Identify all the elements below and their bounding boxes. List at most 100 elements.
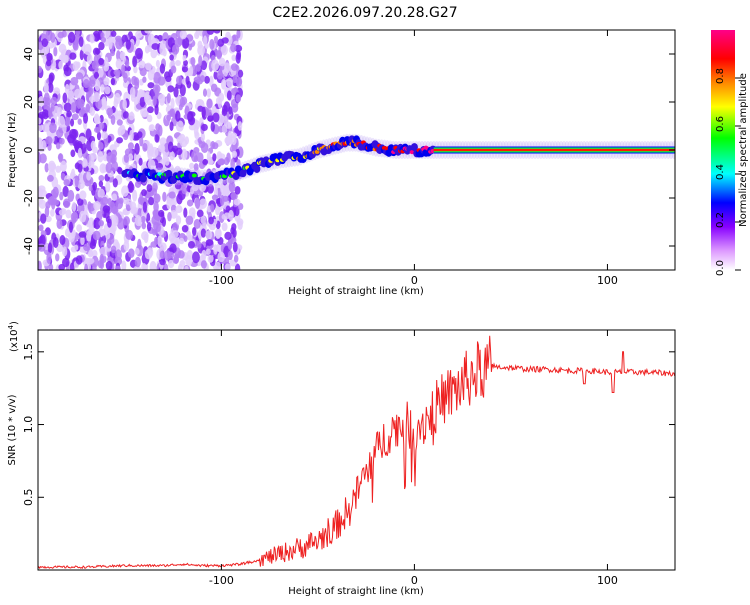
spectrogram-noise-blob	[200, 132, 206, 142]
spectrogram-noise-blob	[38, 123, 44, 132]
spectrogram-noise-blob	[93, 71, 100, 79]
spectrogram-noise-blob	[113, 69, 121, 76]
spectrogram-noise-blob	[44, 162, 49, 173]
spectrogram-noise-blob	[173, 86, 179, 98]
spectrogram-noise-blob	[39, 153, 47, 164]
spectrogram-noise-blob	[236, 77, 242, 87]
spectrogram-noise-blob	[93, 127, 101, 134]
exponent-base: (x10	[9, 329, 20, 352]
spectrogram-noise-blob	[144, 93, 149, 104]
spectrogram-noise-blob	[235, 94, 242, 103]
spectrogram-noise-blob	[112, 178, 118, 188]
spectrogram-noise-blob	[69, 262, 75, 270]
spectrogram-noise-blob	[101, 131, 108, 140]
spectrogram-noise-blob	[113, 98, 119, 109]
spectrogram-noise-blob	[194, 197, 201, 210]
spectrogram-noise-blob	[43, 82, 49, 94]
spectrogram-noise-blob	[200, 123, 208, 132]
spectrogram-noise-blob	[205, 239, 214, 246]
spectrogram-noise-blob	[70, 211, 79, 223]
spectrogram-noise-blob	[206, 156, 214, 165]
spectrogram-noise-blob	[63, 102, 72, 112]
spectrogram-noise-blob	[97, 188, 105, 199]
spectrogram-noise-blob	[115, 249, 122, 261]
spectrogram-ytick-label: 0	[22, 147, 35, 154]
spectrogram-noise-blob	[226, 77, 234, 88]
spectrogram-noise-blob	[128, 153, 134, 162]
spectrogram-noise-blob	[147, 69, 155, 81]
spectrogram-noise-blob	[182, 37, 190, 49]
spectrogram-noise-blob	[83, 243, 90, 252]
spectrogram-noise-blob	[67, 31, 76, 44]
spectrogram-noise-blob	[63, 66, 72, 77]
spectrogram-noise-blob	[153, 193, 161, 204]
spectrogram-noise-blob	[169, 243, 177, 254]
spectrogram-noise-blob	[237, 69, 244, 78]
spectrogram-noise-blob	[110, 78, 116, 86]
spectrogram-noise-blob	[59, 191, 64, 201]
spectrogram-noise-blob	[234, 263, 241, 270]
spectrogram-noise-blob	[123, 216, 130, 226]
spectrogram-noise-blob	[137, 238, 142, 251]
spectrogram-noise-blob	[142, 76, 147, 83]
spectrogram-noise-blob	[142, 201, 148, 213]
spectrogram-noise-blob	[213, 30, 221, 34]
spectrogram-noise-blob	[141, 263, 147, 270]
spectrogram-stripe-core	[433, 148, 675, 152]
spectrogram-noise-blob	[198, 55, 203, 67]
spectrogram-noise-blob	[49, 195, 57, 206]
spectrogram-noise-blob	[167, 141, 174, 153]
spectrogram-noise-blob	[159, 250, 166, 260]
spectrogram-noise-blob	[125, 229, 134, 240]
spectrogram-noise-blob	[223, 68, 229, 77]
spectrogram-noise-blob	[200, 142, 209, 154]
spectrogram-noise-blob	[69, 52, 77, 60]
spectrogram-noise-blob	[118, 197, 124, 204]
spectrogram-noise-blob	[141, 222, 147, 230]
spectrogram-noise-blob	[111, 193, 118, 201]
spectrogram-noise-blob	[223, 115, 228, 127]
spectrogram-noise-blob	[122, 98, 127, 110]
spectrogram-noise-blob	[193, 163, 199, 172]
spectrogram-noise-blob	[56, 218, 63, 230]
snr-frame	[37, 329, 676, 571]
snr-xtick-label: -100	[209, 574, 234, 587]
spectrogram-xtick-label: 100	[597, 274, 618, 287]
spectrogram-noise-blob	[75, 72, 84, 80]
spectrogram-noise-blob	[38, 260, 42, 270]
spectrogram-noise-blob	[105, 260, 113, 270]
spectrogram-y-ticks: -40 -20 0 20 40	[22, 47, 675, 255]
spectrogram-noise-blob	[129, 86, 136, 99]
spectrogram-noise-blob	[165, 75, 172, 83]
spectrogram-noise-blob	[227, 239, 233, 250]
spectrogram-x-label: Height of straight line (km)	[288, 286, 424, 297]
spectrogram-noise-blob	[98, 180, 104, 188]
spectrogram-noise-blob	[129, 129, 134, 142]
spectrogram-noise-blob	[52, 186, 59, 199]
spectrogram-noise-blob	[183, 235, 188, 242]
spectrogram-noise-blob	[78, 231, 87, 238]
spectrogram-noise-blob	[134, 247, 140, 255]
spectrogram-noise-blob	[206, 98, 213, 109]
spectrogram-noise-blob	[175, 215, 182, 225]
spectrogram-noise-blob	[188, 41, 193, 51]
spectrogram-noise-blob	[121, 185, 129, 197]
spectrogram-noise-blob	[83, 78, 90, 89]
spectrogram-noise-blob	[57, 115, 66, 128]
spectrogram-noise-blob	[117, 125, 126, 136]
spectrogram-noise-blob	[82, 158, 88, 168]
spectrogram-ytick-label: 20	[22, 95, 35, 109]
spectrogram-ridge-blob	[165, 169, 173, 178]
spectrogram-noise-blob	[99, 253, 104, 265]
spectrogram-noise-blob	[45, 215, 52, 223]
spectrogram-x-ticks: -100 0 100	[209, 30, 618, 287]
spectrogram-noise-blob	[104, 56, 109, 68]
spectrogram-noise-blob	[59, 234, 66, 246]
spectrogram-ridge-blob	[139, 174, 147, 183]
spectrogram-noise-blob	[38, 185, 46, 193]
spectrogram-noise-blob	[46, 52, 53, 62]
spectrogram-noise-blob	[142, 110, 149, 117]
spectrogram-noise-blob	[223, 157, 230, 166]
spectrogram-noise-blob	[77, 198, 84, 206]
spectrogram-noise-blob	[100, 32, 105, 39]
